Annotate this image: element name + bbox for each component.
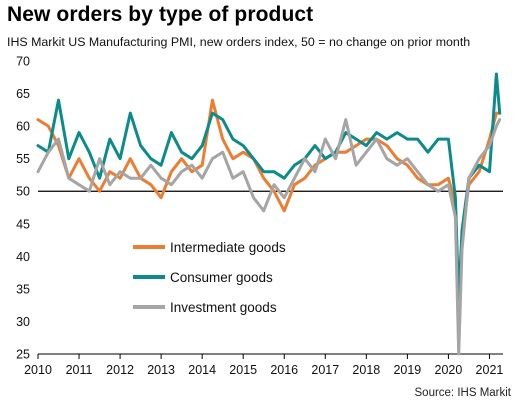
y-tick-label: 55 bbox=[16, 152, 30, 166]
x-tick-label: 2014 bbox=[188, 363, 216, 377]
y-tick-label: 30 bbox=[16, 315, 30, 329]
y-tick-label: 45 bbox=[16, 217, 30, 231]
y-tick-label: 25 bbox=[16, 348, 30, 362]
series-line-1 bbox=[36, 98, 502, 323]
x-tick-label: 2010 bbox=[24, 363, 52, 377]
y-tick-label: 40 bbox=[16, 250, 30, 264]
x-tick-label: 2017 bbox=[311, 363, 339, 377]
x-tick-label: 2018 bbox=[352, 363, 380, 377]
x-tick-label: 2019 bbox=[393, 363, 421, 377]
x-tick-label: 2016 bbox=[270, 363, 298, 377]
x-tick-label: 2021 bbox=[476, 363, 504, 377]
y-tick-label: 70 bbox=[16, 55, 30, 69]
x-tick-label: 2011 bbox=[66, 363, 93, 377]
x-tick-label: 2020 bbox=[435, 363, 463, 377]
chart-title: New orders by type of product bbox=[7, 3, 314, 26]
series-line-2 bbox=[36, 72, 502, 304]
legend-label: Consumer goods bbox=[170, 270, 273, 285]
x-tick-label: 2012 bbox=[106, 363, 134, 377]
legend-label: Intermediate goods bbox=[170, 240, 286, 255]
y-tick-label: 65 bbox=[16, 87, 30, 101]
chart-subtitle: IHS Markit US Manufacturing PMI, new ord… bbox=[7, 35, 471, 49]
y-tick-label: 60 bbox=[16, 120, 30, 134]
legend-label: Investment goods bbox=[170, 300, 277, 315]
y-tick-label: 50 bbox=[16, 185, 30, 199]
x-tick-label: 2015 bbox=[229, 363, 257, 377]
x-tick-label: 2013 bbox=[147, 363, 175, 377]
y-tick-label: 35 bbox=[16, 282, 30, 296]
series-line-3 bbox=[36, 118, 502, 356]
source-note: Source: IHS Markit bbox=[414, 387, 512, 399]
